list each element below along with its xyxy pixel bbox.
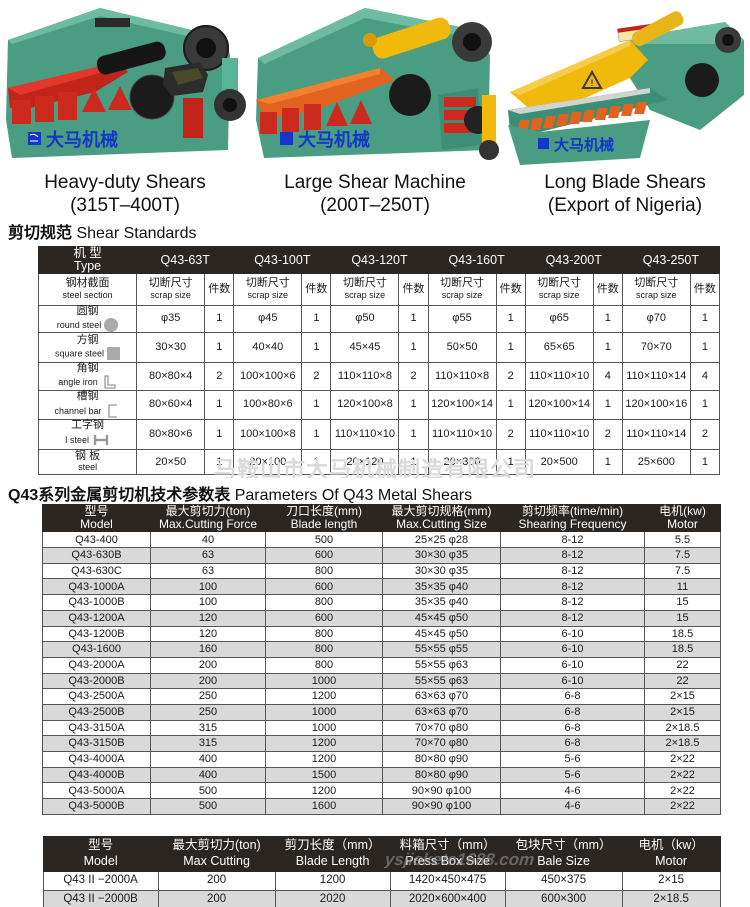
svg-text:!: ! <box>591 78 594 88</box>
svg-text:大马机械: 大马机械 <box>554 136 614 154</box>
svg-text:大马机械: 大马机械 <box>298 129 370 150</box>
svg-text:大马机械: 大马机械 <box>46 129 118 150</box>
